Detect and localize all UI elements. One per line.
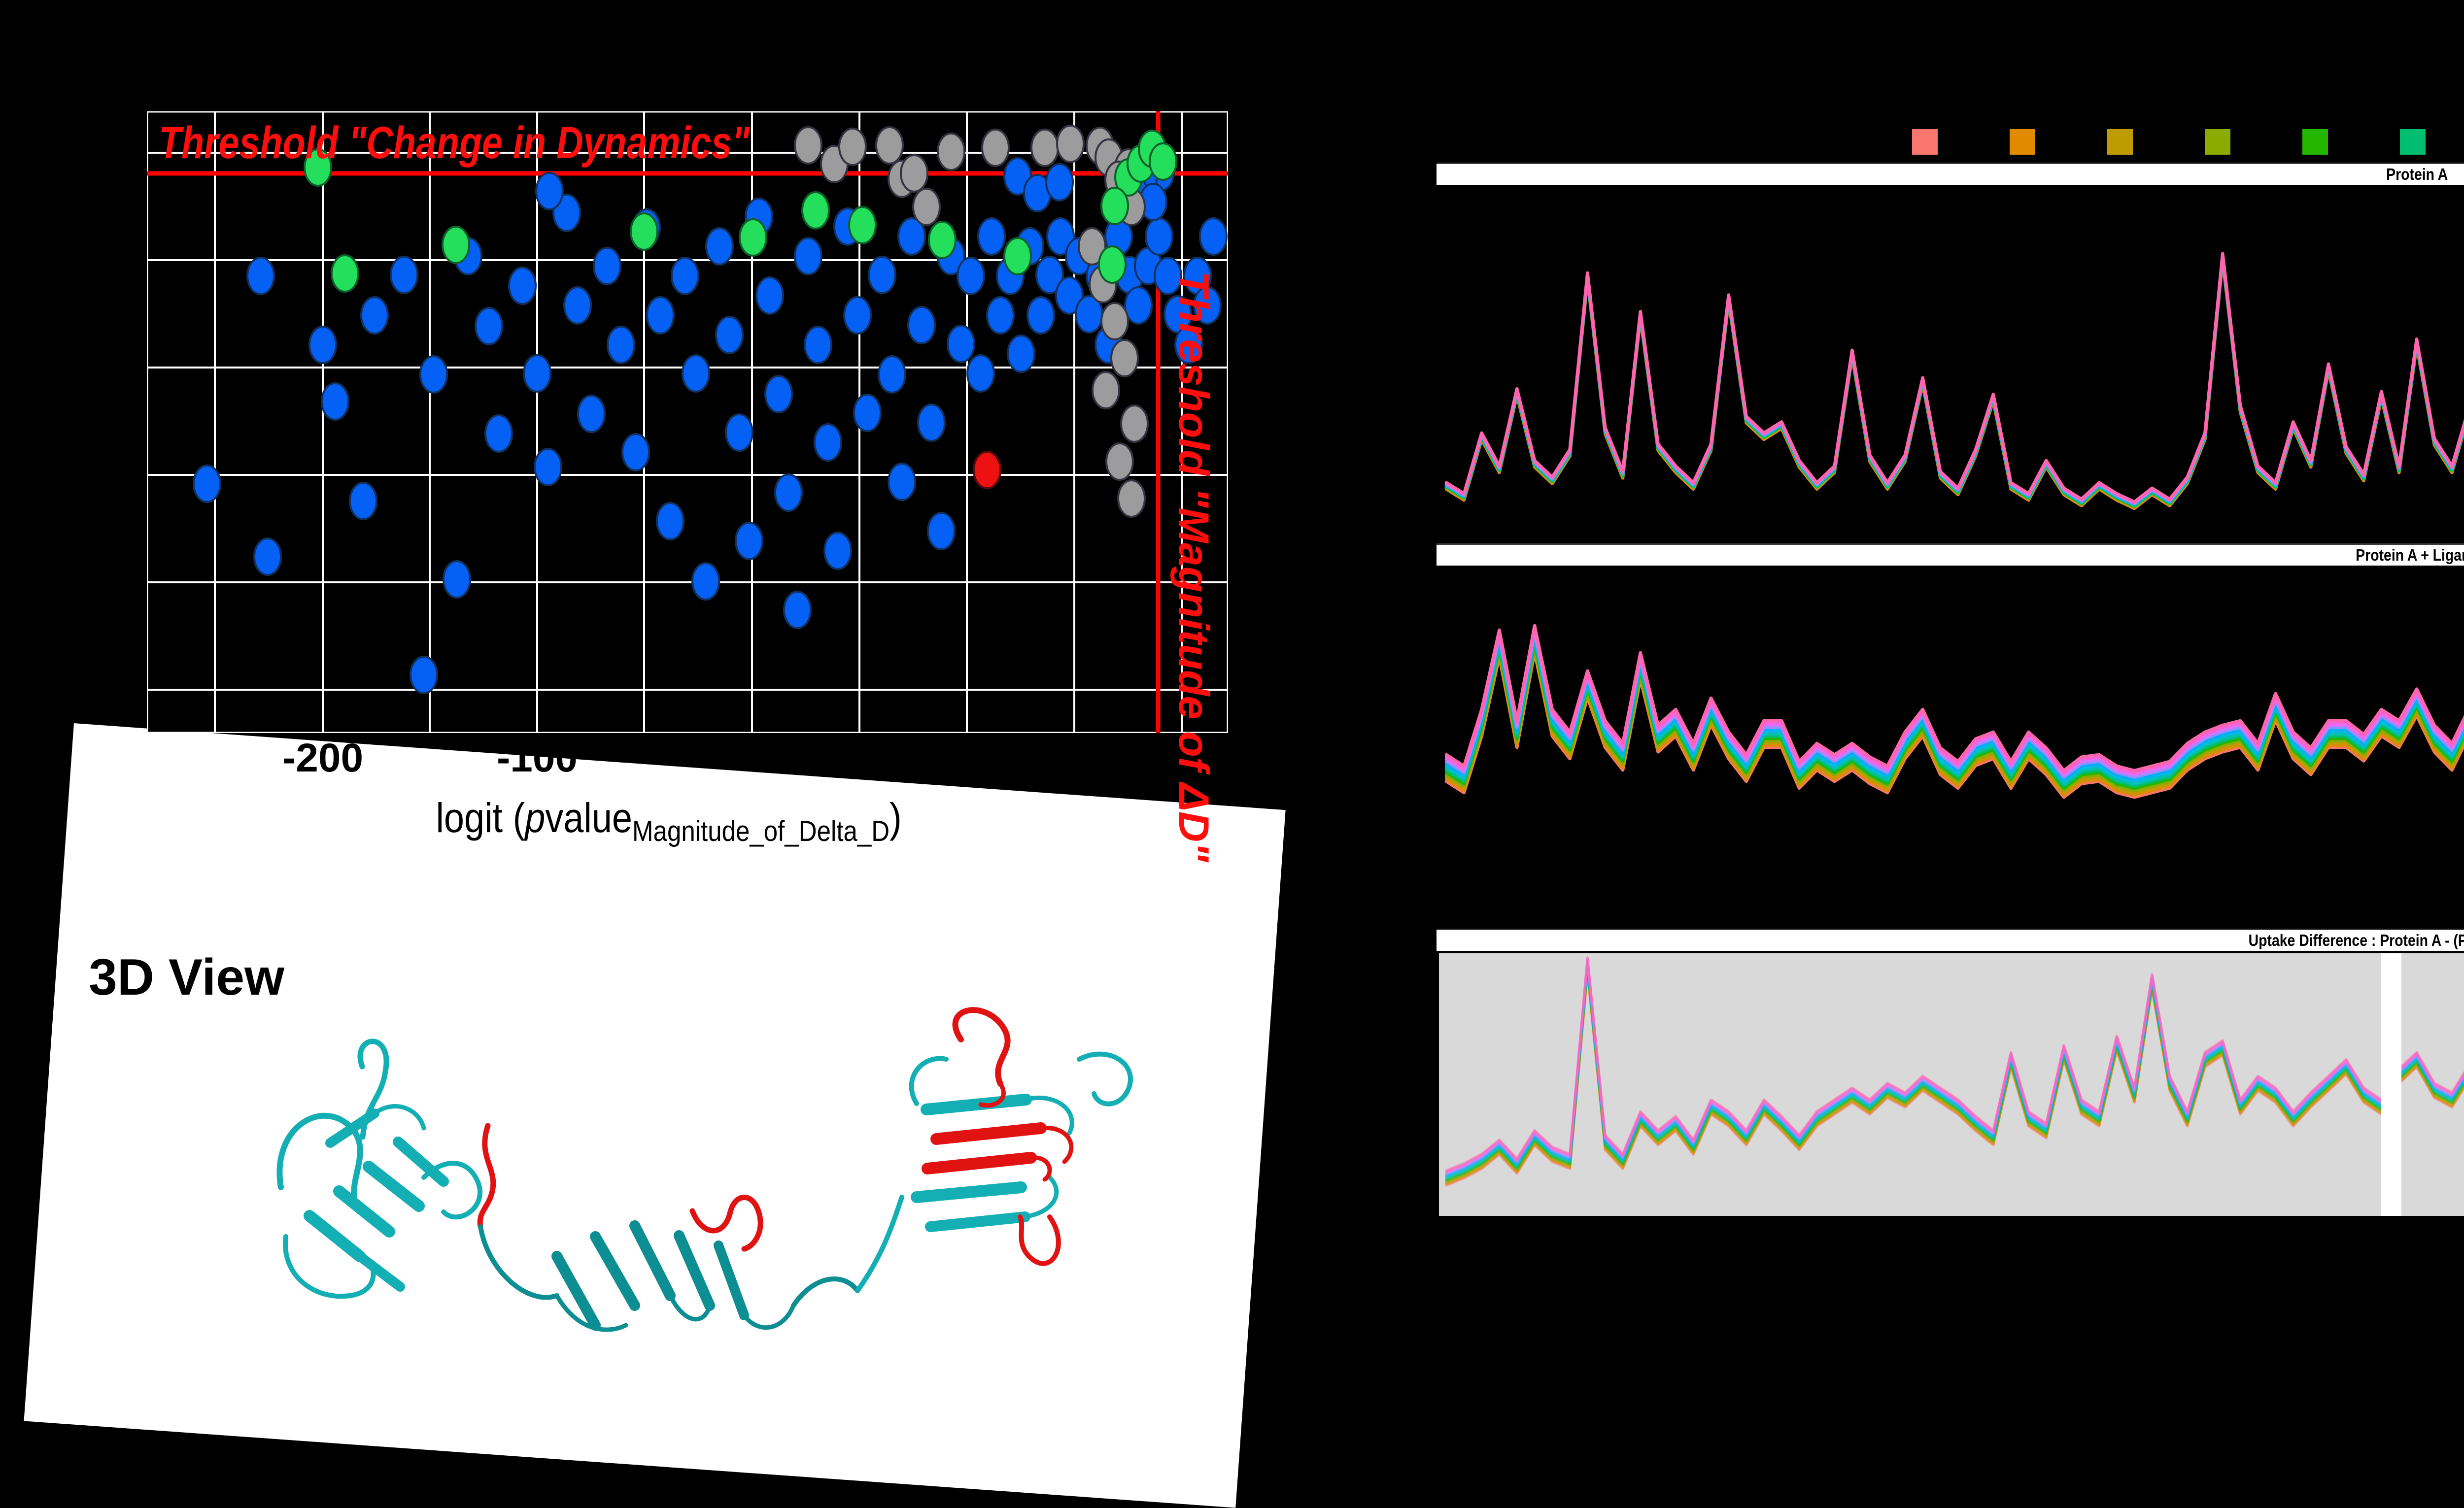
volcano-x-tick-100: -100: [496, 736, 578, 780]
legend-swatch-6[interactable]: [2400, 129, 2426, 155]
volcano-plot[interactable]: [147, 111, 1228, 733]
volcano-x-tick-200: -200: [282, 736, 364, 780]
threshold-dynamics-label: Threshold "Change in Dynamics": [159, 118, 750, 168]
uptake-chart-protein-a-ligand[interactable]: [1439, 564, 2464, 929]
protein-ribbon-3d[interactable]: [212, 980, 1198, 1339]
titlebar-protein-a: Protein A: [1437, 163, 2464, 185]
difference-significance-band: [1439, 953, 2464, 1216]
titlebar-uptake-difference: Uptake Difference : Protein A - (Protein…: [1437, 929, 2464, 951]
legend-swatch-3[interactable]: [2107, 129, 2133, 155]
legend-swatch-4[interactable]: [2205, 129, 2230, 155]
volcano-plot-canvas[interactable]: [147, 111, 1228, 733]
legend-swatch-5[interactable]: [2302, 129, 2328, 155]
uptake-difference-chart[interactable]: [1439, 953, 2464, 1216]
threshold-magnitude-label: Threshold "Magnitude of ΔD": [1170, 271, 1217, 862]
3d-view-title: 3D View: [89, 949, 284, 1006]
legend-swatch-1[interactable]: [1912, 129, 1938, 155]
app-canvas: { "canvas":{"width":7087,"height":2717,"…: [24, 111, 2464, 1508]
titlebar-protein-a-ligand: Protein A + Ligand: [1437, 543, 2464, 566]
volcano-x-axis-title: logit (pvalueMagnitude_of_Delta_D): [436, 795, 902, 847]
uptake-chart-protein-a[interactable]: [1439, 183, 2464, 543]
legend-swatch-2[interactable]: [2010, 129, 2035, 155]
